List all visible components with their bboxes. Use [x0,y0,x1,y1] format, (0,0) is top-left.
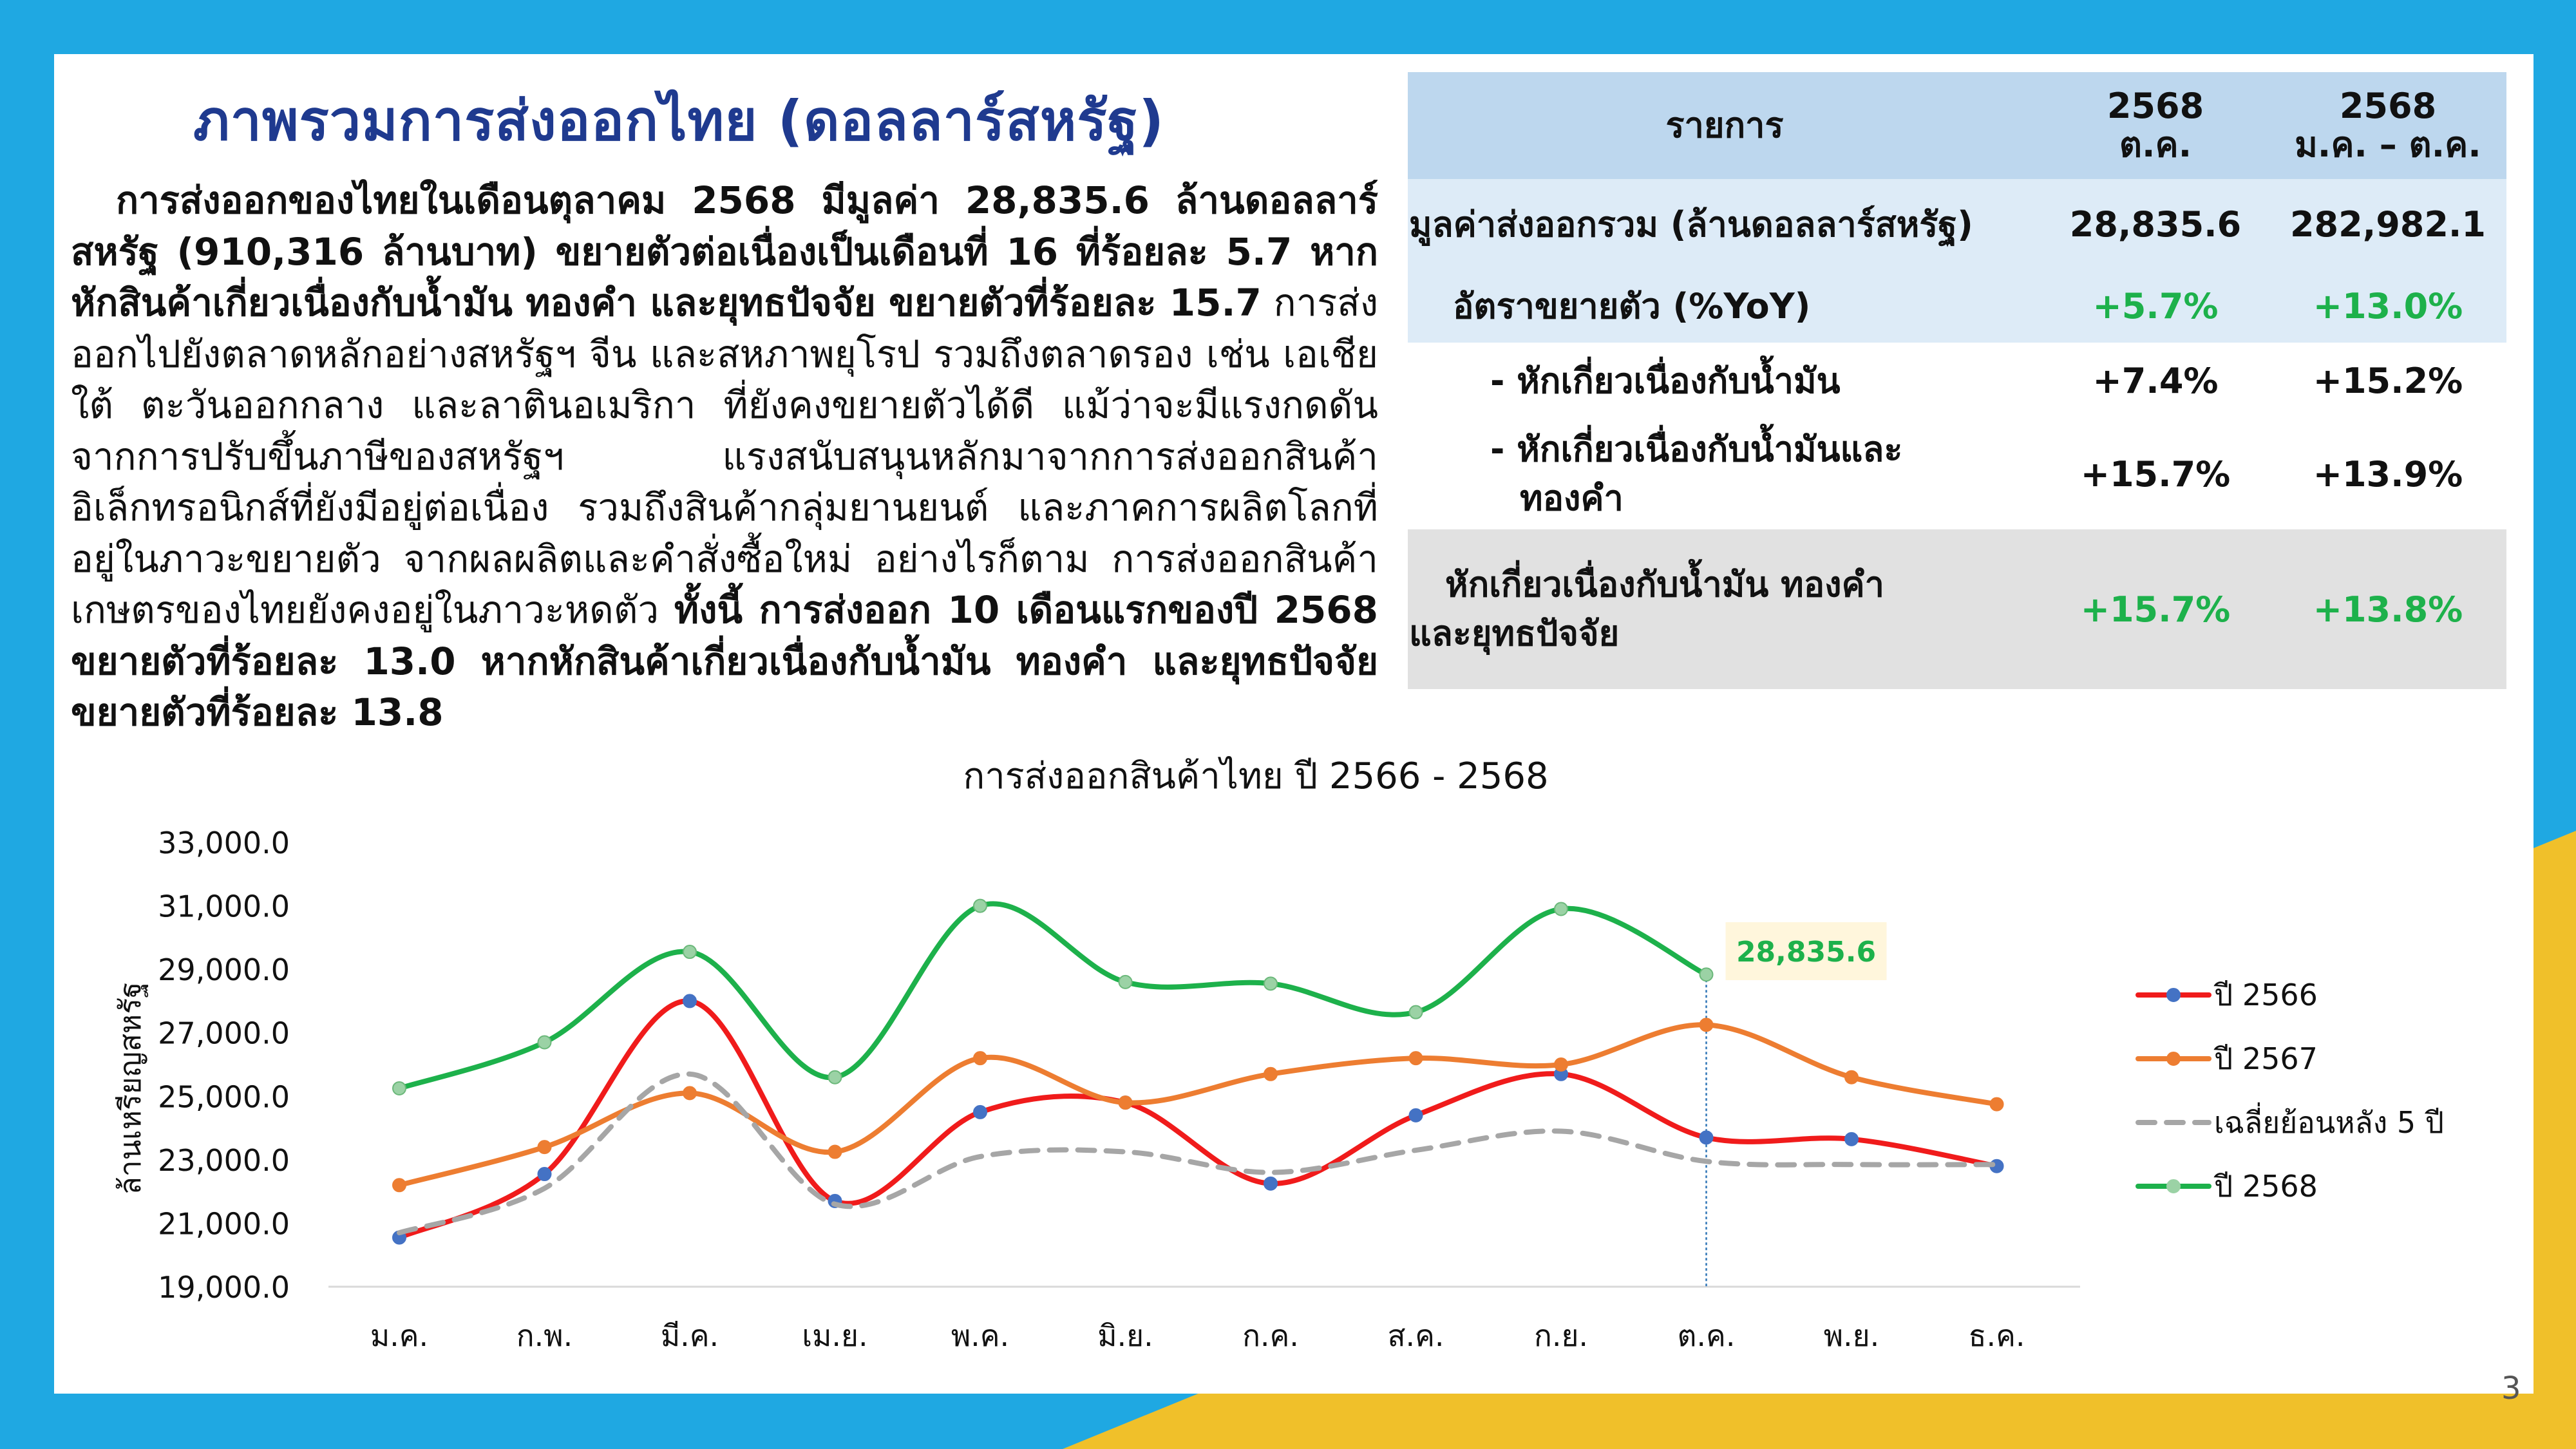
callout-box [1725,922,1887,980]
row-value-oct: +15.7% [2041,529,2269,689]
row-value-ytd: 282,982.1 [2269,179,2506,269]
row-label: หักเกี่ยวเนื่องกับน้ำมัน ทองคำ และยุทธปัจ… [1408,529,2041,689]
data-point [1408,1051,1423,1066]
x-tick-label: เม.ย. [802,1318,867,1353]
data-point [973,1051,987,1066]
header-item: รายการ [1408,72,2041,179]
y-tick-label: 29,000.0 [158,952,290,987]
callout-label: 28,835.6 [1736,936,1876,969]
data-point [1118,1095,1133,1110]
legend-label: ปี 2567 [2213,1041,2318,1076]
legend-label: ปี 2566 [2213,978,2318,1012]
x-tick-label: ม.ค. [370,1318,428,1353]
legend-marker [2166,988,2181,1002]
x-tick-label: ส.ค. [1387,1318,1444,1353]
header-ytd-2568: 2568 ม.ค. – ต.ค. [2269,72,2506,179]
data-point [1264,1066,1278,1081]
data-point [828,1144,842,1159]
x-tick-label: มิ.ย. [1097,1318,1153,1353]
x-tick-label: ธ.ค. [1968,1318,2025,1353]
row-value-oct: +15.7% [2041,419,2269,529]
x-tick-label: ก.ย. [1534,1318,1588,1353]
summary-conclusion: ทั้งนี้ การส่งออก 10 เดือนแรกของปี 2568 … [71,588,1379,734]
row-label: - หักเกี่ยวเนื่องกับน้ำมันและ ทองคำ [1408,419,2041,529]
data-point [1264,1176,1278,1191]
summary-highlight: การส่งออกของไทยในเดือนตุลาคม 2568 มีมูลค… [71,178,1378,325]
row-value-ytd: +15.2% [2269,343,2506,419]
data-point [1844,1132,1859,1146]
row-value-oct: +5.7% [2041,269,2269,343]
y-tick-label: 33,000.0 [158,826,290,860]
data-point [973,898,987,913]
row-value-ytd: +13.9% [2269,419,2506,529]
data-point [1989,1097,2004,1112]
data-point [1264,976,1278,991]
row-label: อัตราขยายตัว (%YoY) [1408,269,2041,343]
data-point [1844,1070,1859,1084]
x-tick-label: ต.ค. [1678,1318,1736,1353]
legend-marker [2166,1179,2181,1193]
data-point [683,1086,697,1101]
data-point [1554,1057,1568,1072]
table-row: หักเกี่ยวเนื่องกับน้ำมัน ทองคำ และยุทธปัจ… [1408,529,2506,689]
row-value-ytd: +13.0% [2269,269,2506,343]
data-point [1408,1005,1423,1019]
data-point [392,1178,406,1193]
row-value-oct: +7.4% [2041,343,2269,419]
row-value-oct: 28,835.6 [2041,179,2269,269]
page-number: 3 [2501,1370,2521,1406]
series-line [397,901,1709,1091]
y-tick-label: 19,000.0 [158,1270,290,1305]
table-header-row: รายการ 2568 ต.ค. 2568 ม.ค. – ต.ค. [1408,72,2506,179]
table-row: - หักเกี่ยวเนื่องกับน้ำมัน +7.4% +15.2% [1408,343,2506,419]
series-line [397,1022,2000,1188]
data-point [1118,974,1133,989]
y-tick-label: 23,000.0 [158,1143,290,1178]
series-line [397,1071,2000,1236]
summary-detail: การส่งออกไปยังตลาดหลักอย่างสหรัฐฯ จีน แล… [71,281,1379,632]
legend-label: เฉลี่ยย้อนหลัง 5 ปี [2214,1102,2444,1140]
x-tick-label: พ.ค. [951,1318,1009,1353]
data-point [1408,1108,1423,1122]
data-point [683,945,697,960]
data-point [973,1104,987,1119]
data-point [537,1035,552,1050]
y-axis-label: ล้านเหรียญสหรัฐ [113,982,148,1195]
table-row: มูลค่าส่งออกรวม (ล้านดอลลาร์สหรัฐ) 28,83… [1408,179,2506,269]
y-tick-label: 25,000.0 [158,1079,290,1114]
data-point [828,1070,842,1084]
row-label: มูลค่าส่งออกรวม (ล้านดอลลาร์สหรัฐ) [1408,179,2041,269]
y-tick-label: 31,000.0 [158,889,290,924]
data-point [683,994,697,1009]
data-point [537,1140,552,1155]
export-summary-table: รายการ 2568 ต.ค. 2568 ม.ค. – ต.ค. มูลค่าส่… [1408,72,2506,689]
row-label: - หักเกี่ยวเนื่องกับน้ำมัน [1408,343,2041,419]
x-tick-label: มี.ค. [661,1318,719,1353]
legend-label: ปี 2568 [2213,1169,2318,1204]
data-point [1699,967,1714,982]
table-row: อัตราขยายตัว (%YoY) +5.7% +13.0% [1408,269,2506,343]
summary-paragraph: การส่งออกของไทยในเดือนตุลาคม 2568 มีมูลค… [71,175,1378,739]
y-tick-label: 21,000.0 [158,1206,290,1241]
data-point [1699,1130,1714,1145]
x-tick-label: ก.พ. [516,1318,573,1353]
data-point [537,1167,552,1182]
data-point [1699,1018,1714,1032]
y-tick-label: 27,000.0 [158,1016,290,1051]
x-tick-label: พ.ย. [1824,1318,1880,1353]
legend-marker [2166,1052,2181,1066]
table-row: - หักเกี่ยวเนื่องกับน้ำมันและ ทองคำ +15.7… [1408,419,2506,529]
row-value-ytd: +13.8% [2269,529,2506,689]
data-point [392,1081,406,1095]
header-oct-2568: 2568 ต.ค. [2041,72,2269,179]
page-title: ภาพรวมการส่งออกไทย (ดอลลาร์สหรัฐ) [193,89,1165,153]
data-point [1554,902,1568,916]
chart-title: การส่งออกสินค้าไทย ปี 2566 - 2568 [963,755,1549,797]
x-tick-label: ก.ค. [1242,1318,1299,1353]
